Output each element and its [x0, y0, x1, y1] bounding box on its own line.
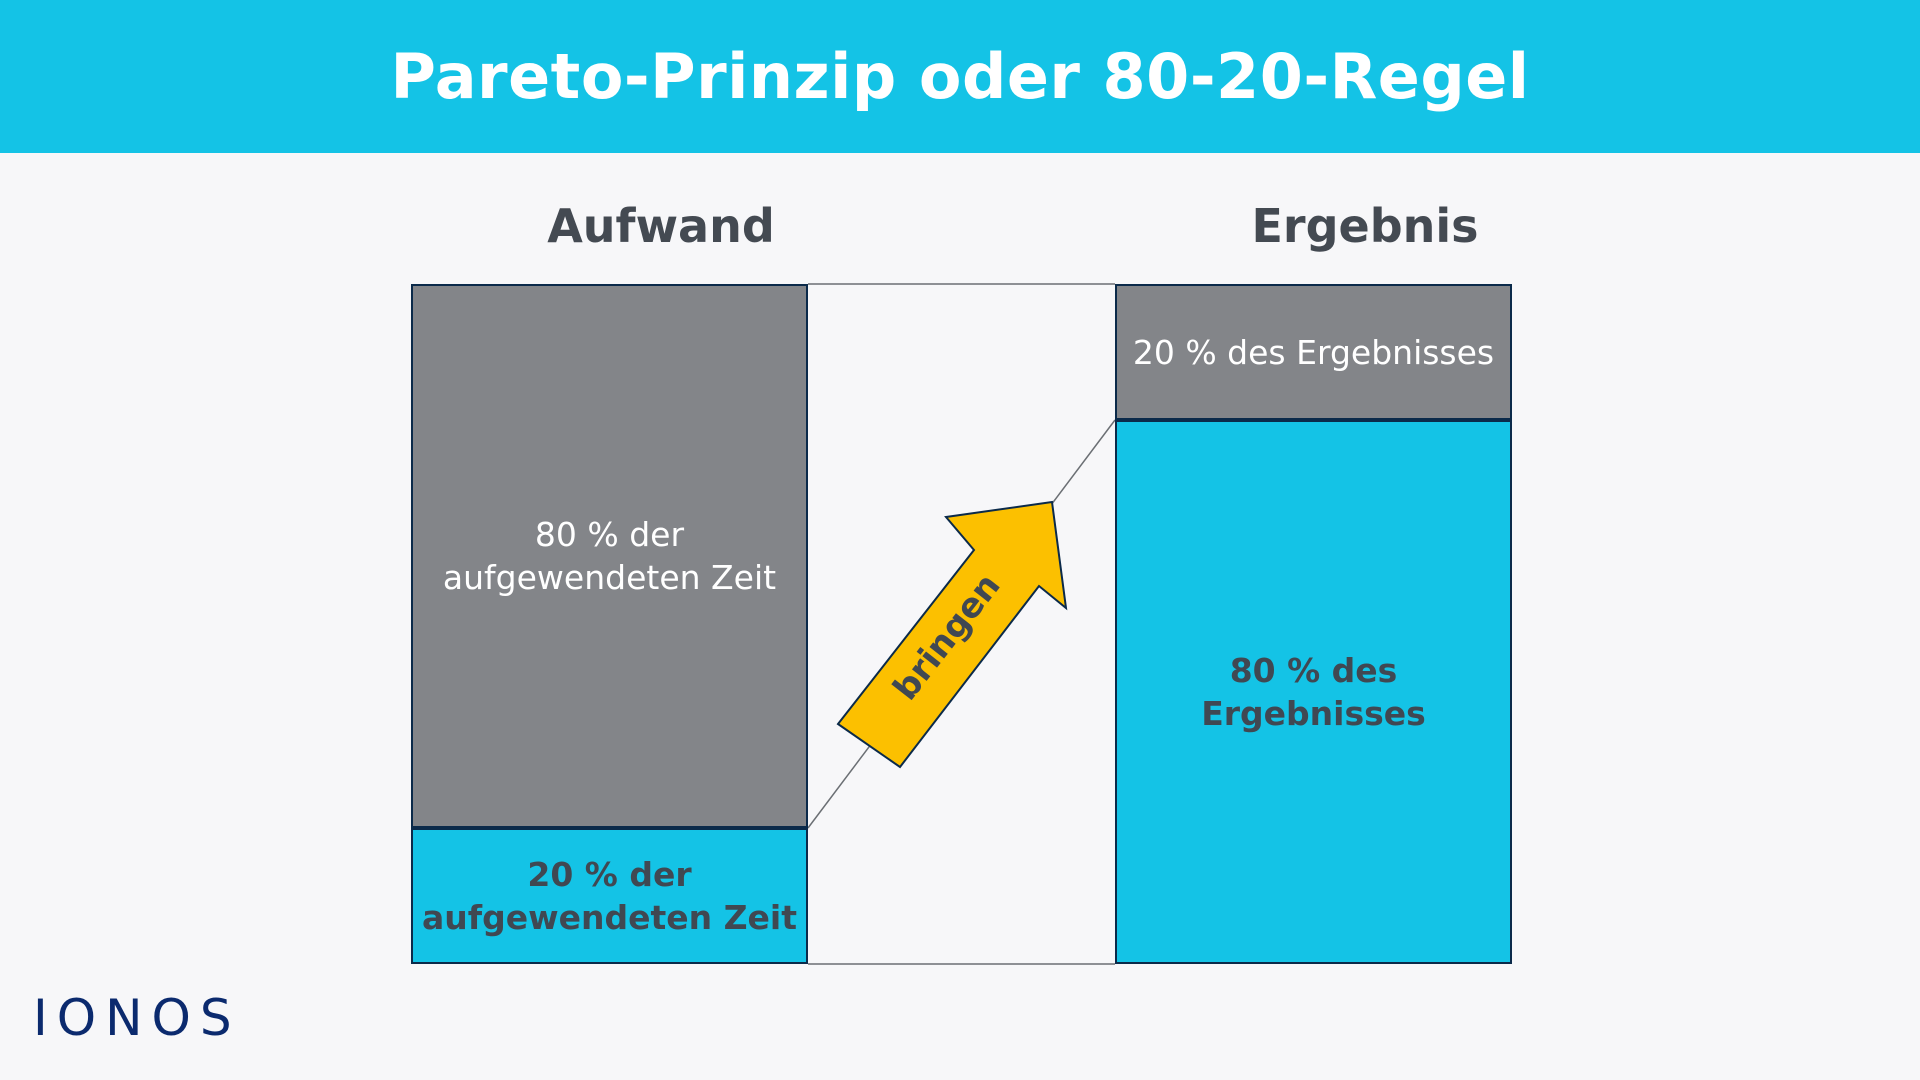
- right-bottom-line2: Ergebnisses: [1201, 694, 1426, 733]
- arrow-shape: [836, 500, 1068, 769]
- left-bottom-block: 20 % der aufgewendeten Zeit: [411, 828, 808, 964]
- heading-aufwand: Aufwand: [547, 199, 775, 253]
- left-top-block: 80 % der aufgewendeten Zeit: [411, 284, 808, 828]
- right-top-line1: 20 % des Ergebnisses: [1132, 332, 1495, 372]
- right-top-block: 20 % des Ergebnisses: [1115, 284, 1512, 420]
- heading-ergebnis: Ergebnis: [1251, 199, 1479, 253]
- left-top-line2: aufgewendeten Zeit: [442, 558, 777, 597]
- title-bar: Pareto-Prinzip oder 80-20-Regel: [0, 0, 1920, 153]
- left-bottom-line2: aufgewendeten Zeit: [421, 898, 798, 937]
- left-top-line1: 80 % der: [534, 515, 685, 554]
- right-bottom-block: 80 % des Ergebnisses: [1115, 420, 1512, 964]
- left-bottom-line1: 20 % der: [527, 855, 692, 894]
- ionos-logo: IONOS: [33, 989, 241, 1047]
- right-bottom-line1: 80 % des: [1229, 651, 1398, 690]
- page-title: Pareto-Prinzip oder 80-20-Regel: [390, 40, 1530, 113]
